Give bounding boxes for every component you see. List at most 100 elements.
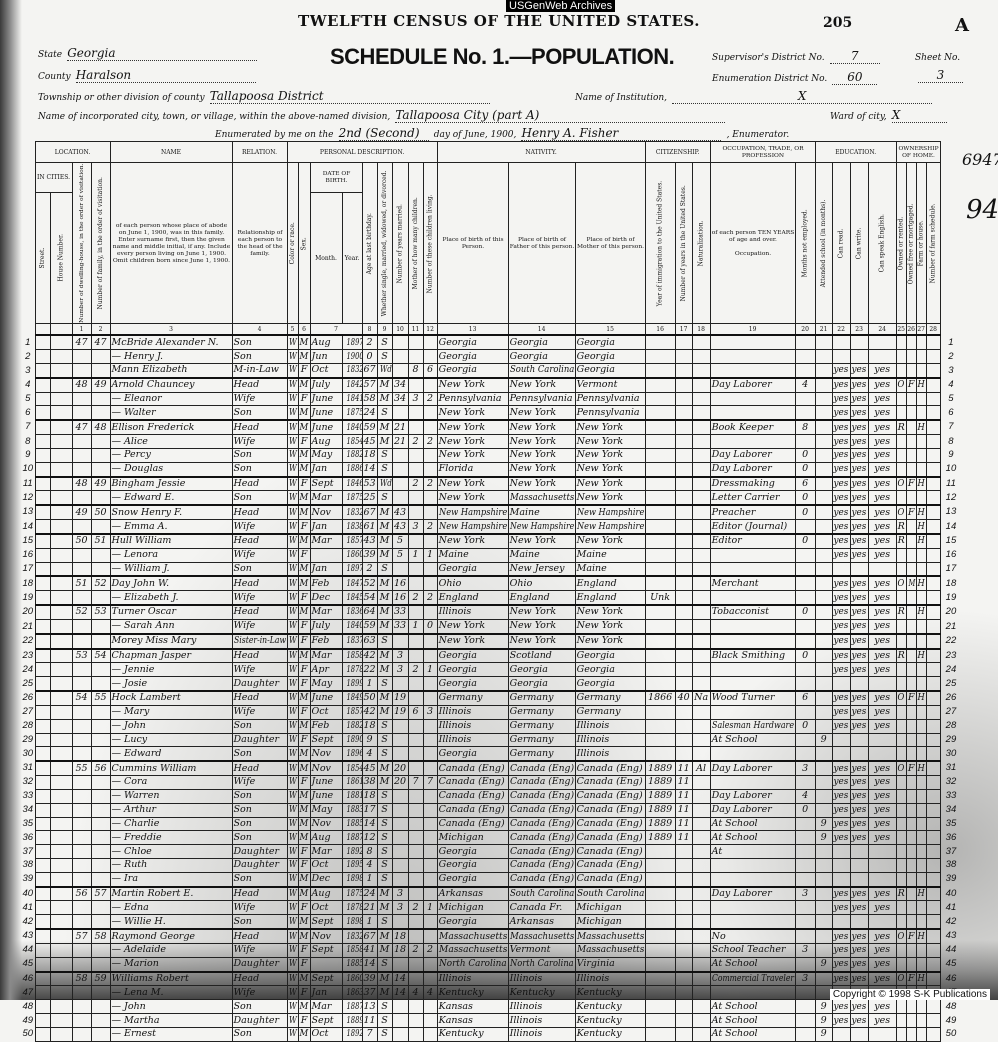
mother-birthplace-text: Kentucky [576, 986, 622, 998]
naturalization [691, 732, 711, 748]
naturalization [691, 391, 711, 407]
birthplace-text: Georgia [438, 336, 477, 348]
marital-status: M [376, 604, 393, 620]
table-row: 43 57 58 Raymond George Head W M Nov 1832 67 M 18 Ma… [20, 928, 960, 944]
months-unemployed-text: 3 [802, 944, 809, 956]
column-number: 26 [905, 323, 917, 336]
can-read: yes [831, 830, 851, 846]
age-text: 54 [363, 591, 376, 603]
years-in-us [674, 970, 693, 987]
house-number [49, 604, 73, 620]
months-unemployed: 0 [794, 604, 816, 620]
relation-text: Wife [233, 663, 256, 675]
line-number: 2 [20, 350, 35, 364]
can-write: yes [849, 532, 869, 549]
line-number-text: 41 [22, 901, 34, 913]
birthplace: Georgia [436, 662, 509, 678]
months-unemployed-text: 0 [802, 535, 809, 547]
column-number: 8 [361, 323, 378, 336]
years-married-text: 20 [393, 776, 407, 788]
can-read [831, 746, 851, 762]
house-number [49, 391, 73, 407]
occupation: Day Laborer [709, 760, 796, 777]
farm-schedule [925, 434, 941, 449]
years-in-us: 11 [674, 760, 693, 777]
birth-month: Sept [309, 942, 343, 958]
can-write-text: yes [851, 577, 867, 589]
person-name: — John [109, 718, 233, 734]
birthplace: Georgia [436, 676, 509, 692]
occupation [709, 914, 796, 930]
color: W [286, 461, 299, 478]
birthplace: New York [436, 419, 509, 436]
sex-text: M [299, 577, 309, 589]
person-name: — Ernest [109, 1026, 233, 1042]
birth-year-text: 1899 [346, 677, 363, 689]
father-birthplace: Canada (Eng) [507, 857, 576, 873]
months-unemployed: 0 [794, 490, 816, 506]
line-number: 6 [20, 406, 35, 420]
person-name-text: — Percy [111, 449, 151, 461]
birthplace-text: New York [438, 435, 486, 447]
relation: Wife [231, 704, 288, 720]
months-unemployed-text: 0 [802, 463, 809, 475]
sex: F [297, 775, 311, 790]
house-number [49, 900, 73, 916]
owned-rented [895, 490, 907, 506]
farm-house: H [915, 504, 927, 521]
dwelling-number [71, 816, 92, 832]
can-write: yes [849, 718, 869, 734]
birth-month: Sept [309, 475, 343, 492]
birth-year: 1832 [341, 362, 363, 379]
person-name: — Henry J. [109, 349, 233, 364]
naturalization [691, 885, 711, 902]
children-living [422, 871, 438, 888]
can-read-text: yes [833, 364, 849, 376]
birth-month-text: May [311, 677, 333, 689]
owned-rented [895, 900, 907, 916]
line-number-text: 10 [22, 463, 34, 475]
relation-text: Head [233, 692, 260, 704]
person-name: Mann Elizabeth [109, 362, 233, 379]
years-married [391, 857, 409, 873]
farm-house: H [915, 885, 927, 902]
age-text: 8 [366, 845, 373, 857]
person-name: — Ira [109, 871, 233, 888]
farm-house-text: H [917, 577, 925, 589]
line-number-text: 19 [22, 591, 34, 603]
mother-birthplace: Canada (Eng) [574, 802, 646, 818]
relation-text: Sister-in-Law [233, 635, 286, 647]
relation-text: Son [233, 915, 252, 927]
relation-text: Son [233, 720, 252, 732]
naturalization: Al [691, 760, 711, 777]
age: 54 [361, 590, 378, 606]
owned-rented: O [895, 575, 907, 592]
can-speak-english-text: yes [874, 663, 891, 675]
occupation [709, 900, 796, 916]
birth-year-text: 1860 [346, 973, 363, 985]
school-months: 9 [814, 830, 833, 846]
can-speak-english: yes [867, 376, 897, 393]
sheet-value: 3 [918, 64, 963, 83]
mother-birthplace: Maine [574, 547, 646, 563]
years-married [391, 461, 409, 478]
can-write-text: yes [851, 944, 867, 956]
birth-year-text: 1883 [346, 804, 363, 816]
person-name: — Walter [109, 405, 233, 421]
person-name: — William J. [109, 561, 233, 577]
hdr-english: Can speak English. [868, 162, 897, 324]
birth-year-text: 1841 [346, 393, 363, 405]
marital-status-text: S [381, 336, 388, 348]
birthplace-text: Canada (Eng) [438, 776, 505, 788]
birth-month-text: June [311, 790, 334, 802]
column-number: 2 [90, 323, 111, 336]
hdr-color: Color or race. [287, 162, 299, 324]
person-name: Martin Robert E. [109, 885, 233, 902]
sex: F [297, 475, 311, 492]
sex: M [297, 816, 311, 832]
line-number-right: 1 [940, 335, 960, 349]
relation-text: Head [233, 762, 260, 774]
birth-month-text: Feb [311, 635, 330, 647]
can-speak-english: yes [867, 405, 897, 421]
birth-year: 1857 [341, 532, 363, 549]
